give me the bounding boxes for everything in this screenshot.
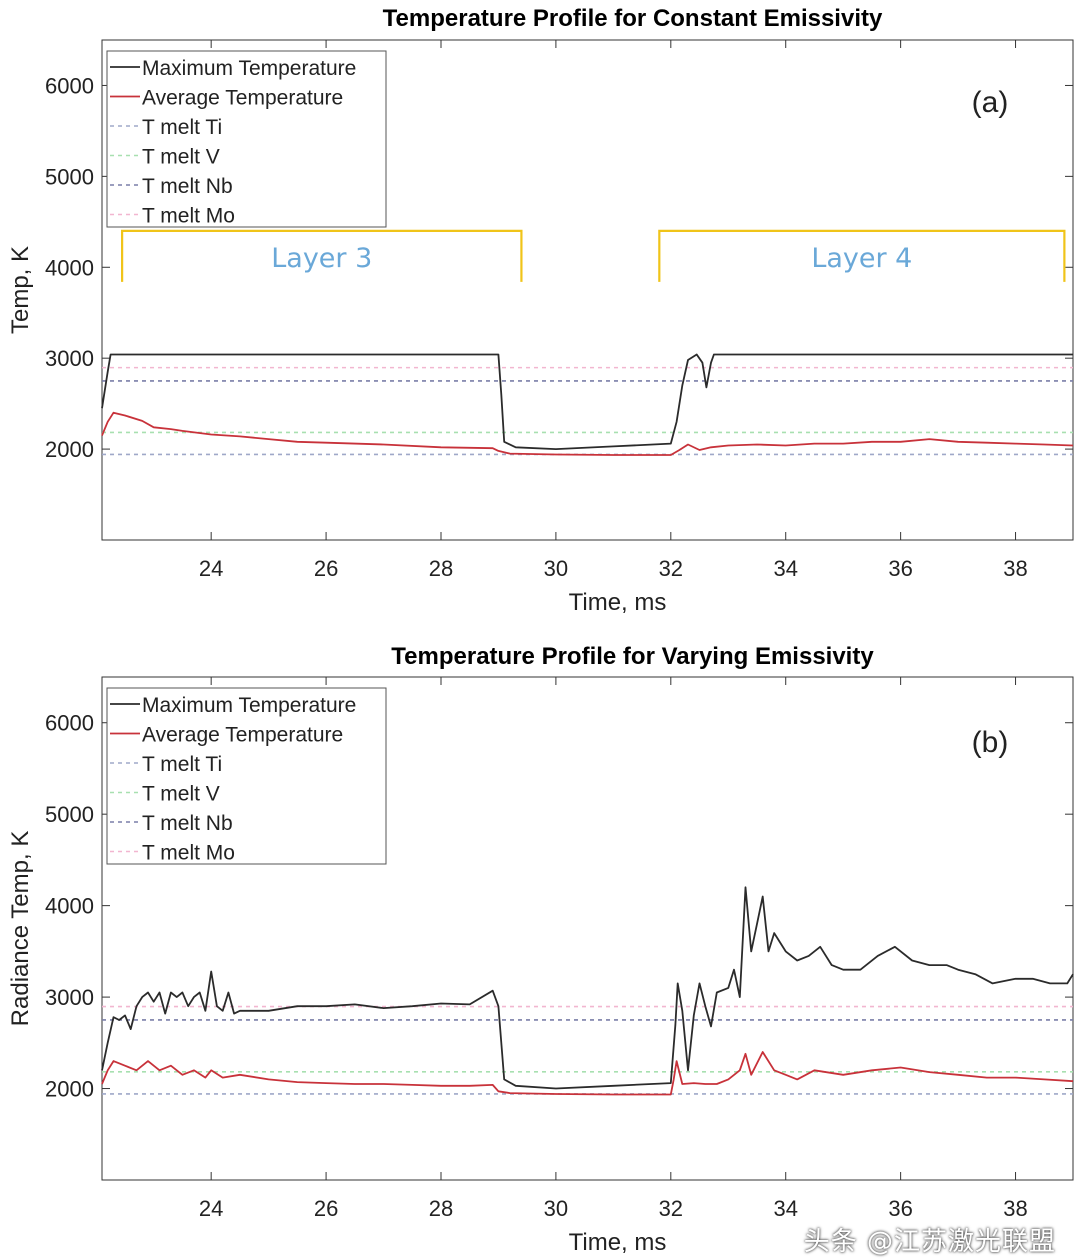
x-axis-label: Time, ms	[569, 1229, 667, 1256]
x-tick-label: 32	[659, 1196, 683, 1221]
legend-entry: T melt Nb	[142, 175, 233, 198]
legend: Maximum Temperature Average Temperature T …	[106, 687, 387, 865]
y-tick-label: 4000	[45, 894, 94, 919]
y-tick-label: 3000	[45, 346, 94, 371]
y-axis-label: Radiance Temp, K	[7, 831, 34, 1027]
legend: Maximum Temperature Average Temperature T …	[106, 50, 387, 228]
x-tick-label: 32	[659, 556, 683, 581]
layer-bracket	[658, 229, 1066, 282]
x-axis-label: Time, ms	[569, 589, 667, 616]
y-tick-label: 6000	[45, 73, 94, 98]
legend-entry: Maximum Temperature	[142, 57, 356, 80]
legend-entry: T melt Ti	[142, 116, 222, 139]
x-tick-label: 30	[544, 556, 568, 581]
x-tick-label: 28	[429, 1196, 453, 1221]
x-tick-label: 38	[1003, 1196, 1027, 1221]
x-tick-label: 38	[1003, 556, 1027, 581]
series-average-temperature	[101, 411, 1074, 456]
legend-box	[106, 687, 387, 865]
layer-bracket	[121, 229, 523, 282]
plot-area	[101, 39, 1074, 541]
y-tick-label: 5000	[45, 802, 94, 827]
y-tick-label: 3000	[45, 985, 94, 1010]
legend-entry: Average Temperature	[142, 724, 343, 747]
chart-panel-b: Temperature Profile for Varying Emissivi…	[7, 643, 1074, 1256]
chart-title: Temperature Profile for Varying Emissivi…	[391, 643, 874, 670]
y-axis-label: Temp, K	[7, 246, 34, 334]
y-tick-label: 4000	[45, 255, 94, 280]
watermark: 头条 @江苏激光联盟	[803, 1227, 1056, 1257]
x-tick-label: 28	[429, 556, 453, 581]
layer-label: Layer 4	[811, 243, 912, 274]
series-maximum-temperature	[101, 886, 1074, 1090]
legend-entry: T melt Nb	[142, 812, 233, 835]
legend-entry: T melt Ti	[142, 753, 222, 776]
y-tick-label: 2000	[45, 437, 94, 462]
x-tick-label: 30	[544, 1196, 568, 1221]
legend-entry: T melt Mo	[142, 205, 235, 228]
x-tick-label: 24	[199, 1196, 223, 1221]
panel-label: (a)	[972, 86, 1009, 119]
panel-label: (b)	[972, 726, 1009, 759]
x-tick-label: 26	[314, 556, 338, 581]
layer-label: Layer 3	[271, 243, 372, 274]
series-average-temperature	[101, 1051, 1074, 1096]
series-maximum-temperature	[101, 353, 1073, 450]
x-tick-label: 36	[888, 556, 912, 581]
y-tick-label: 6000	[45, 711, 94, 736]
legend-entry: Average Temperature	[142, 87, 343, 110]
legend-entry: Maximum Temperature	[142, 694, 356, 717]
x-tick-label: 24	[199, 556, 223, 581]
y-tick-label: 5000	[45, 164, 94, 189]
y-tick-label: 2000	[45, 1077, 94, 1102]
legend-entry: T melt V	[142, 146, 220, 169]
chart-title: Temperature Profile for Constant Emissiv…	[383, 5, 883, 32]
x-tick-label: 34	[773, 556, 797, 581]
chart-panel-a: Temperature Profile for Constant Emissiv…	[7, 5, 1074, 616]
plot-area	[101, 676, 1074, 1181]
x-tick-label: 36	[888, 1196, 912, 1221]
legend-entry: T melt V	[142, 783, 220, 806]
legend-box	[106, 50, 387, 228]
legend-entry: T melt Mo	[142, 842, 235, 865]
x-tick-label: 26	[314, 1196, 338, 1221]
x-tick-label: 34	[773, 1196, 797, 1221]
